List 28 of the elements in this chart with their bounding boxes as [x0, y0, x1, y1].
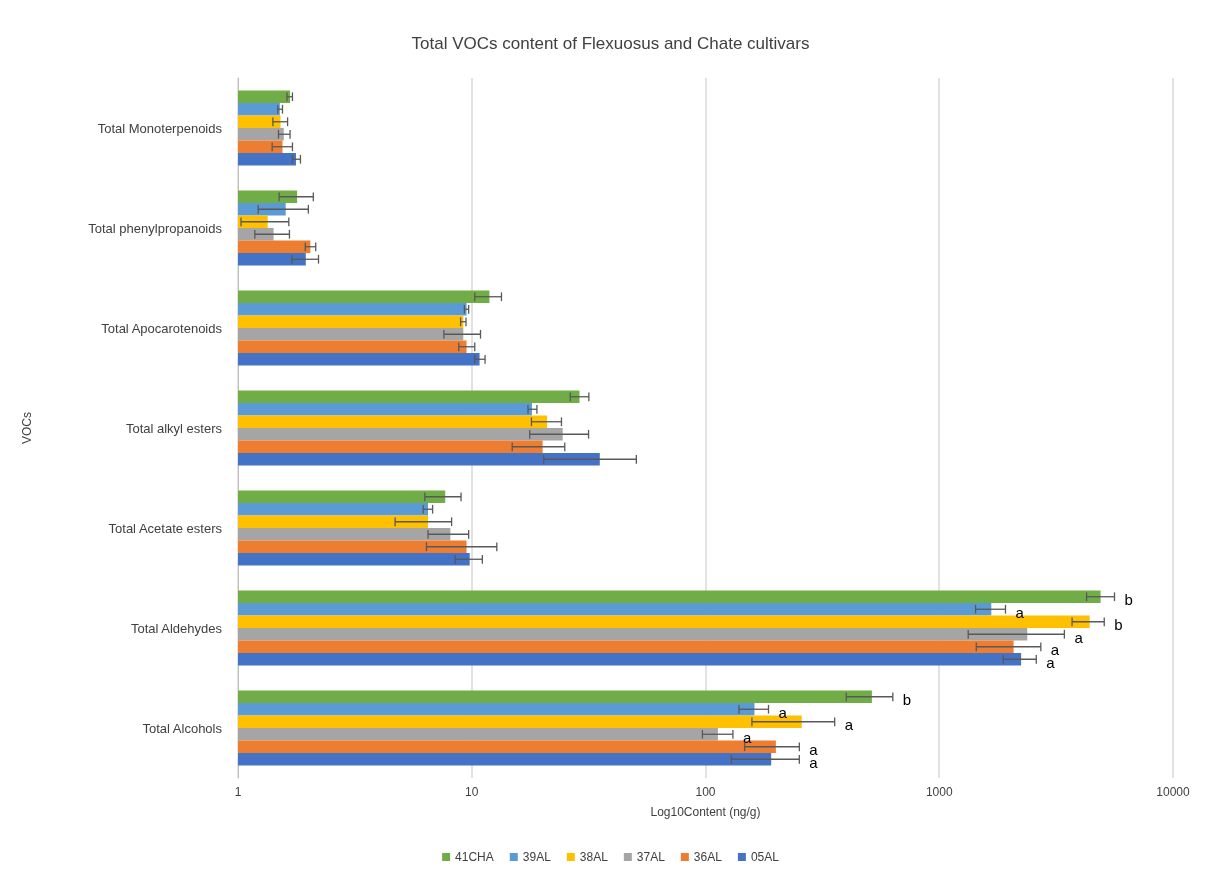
x-axis-title: Log10Content (ng/g): [650, 805, 761, 819]
data-label: b: [1114, 616, 1123, 634]
x-tick-label: 1: [234, 785, 242, 799]
y-tick-label: Total Alcohols: [142, 720, 223, 736]
y-axis-title: VOCs: [20, 411, 34, 445]
data-label: a: [844, 716, 854, 734]
legend-label: 41CHA: [455, 850, 494, 864]
legend-label: 36AL: [693, 850, 723, 864]
data-label: b: [902, 691, 912, 709]
legend-label: 37AL: [636, 850, 666, 864]
data-label: a: [1050, 641, 1060, 659]
y-tick-label: Total phenylpropanoids: [88, 220, 223, 236]
x-tick-label: 10000: [1156, 785, 1191, 799]
y-tick-label: Total Apocarotenoids: [101, 320, 223, 336]
data-label: a: [1074, 628, 1084, 646]
data-label: b: [1124, 591, 1133, 609]
x-tick-label: 1000: [925, 785, 953, 799]
x-tick-label: 10: [465, 785, 479, 799]
legend-label: 38AL: [579, 850, 609, 864]
legend-label: 39AL: [522, 850, 552, 864]
y-tick-label: Total alkyl esters: [125, 420, 223, 436]
chart-title: Total VOCs content of Flexuosus and Chate cultivars: [411, 34, 810, 53]
y-tick-label: Total Monoterpenoids: [97, 120, 223, 136]
x-tick-label: 100: [695, 785, 716, 799]
y-tick-label: Total Aldehydes: [130, 620, 223, 636]
y-tick-label: Total Acetate esters: [108, 520, 223, 536]
legend-label: 05AL: [750, 850, 780, 864]
data-label: a: [809, 741, 819, 759]
